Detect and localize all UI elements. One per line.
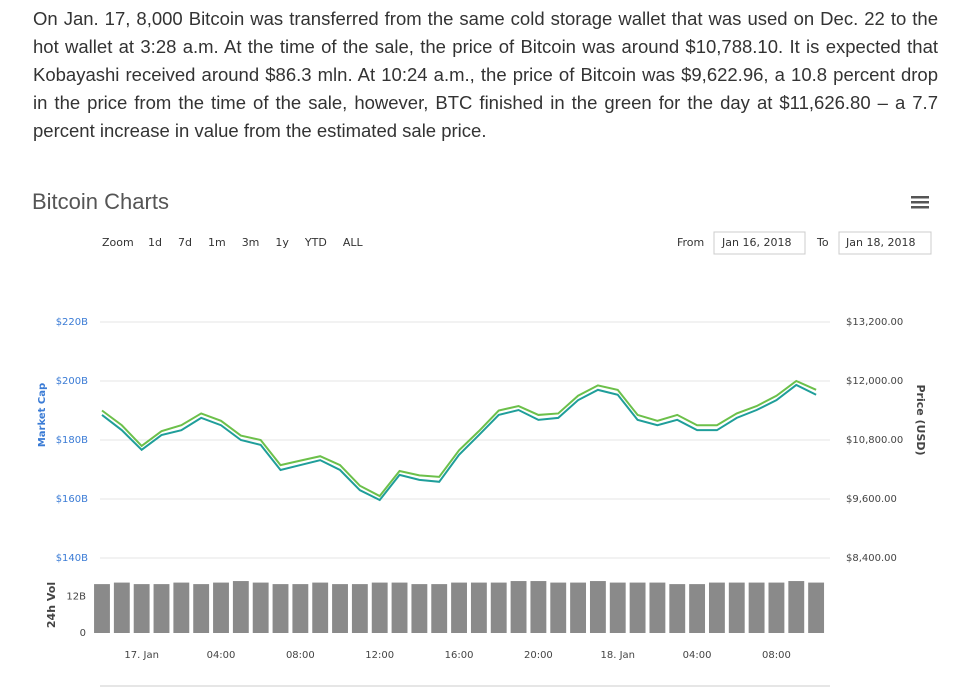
zoom-button[interactable]: 1d (148, 236, 162, 249)
x-tick-label: 20:00 (524, 650, 553, 661)
article-paragraph: On Jan. 17, 8,000 Bitcoin was transferre… (33, 8, 938, 141)
volume-bar (669, 584, 686, 633)
y-axis-title: Market Cap (37, 383, 48, 447)
volume-bar (530, 581, 547, 633)
x-tick-label: 04:00 (207, 650, 236, 661)
zoom-button[interactable]: YTD (304, 236, 327, 249)
volume-bar (213, 582, 229, 633)
volume-bar (272, 584, 289, 633)
x-tick-label: 16:00 (445, 650, 474, 661)
volume-bar (94, 584, 110, 633)
volume-axis-title: 24h Vol (45, 582, 58, 628)
series-line (101, 379, 817, 498)
y-tick-label: $180B (56, 435, 88, 446)
x-tick-label: 08:00 (762, 650, 791, 661)
to-input[interactable] (838, 231, 932, 255)
zoom-label: Zoom (102, 236, 134, 249)
y2-tick-label: $9,600.00 (846, 494, 897, 505)
from-input[interactable] (713, 231, 806, 255)
y-tick-label: $140B (56, 553, 88, 564)
chart-title: Bitcoin Charts (32, 189, 169, 214)
volume-bar (788, 581, 805, 633)
volume-bar (292, 584, 309, 633)
volume-bar (490, 582, 507, 633)
volume-bar (649, 582, 666, 633)
y-tick-label: $200B (56, 376, 88, 387)
y2-tick-label: $8,400.00 (846, 553, 897, 564)
volume-bar (232, 581, 249, 633)
zoom-button[interactable]: 7d (178, 236, 192, 249)
volume-bar (748, 582, 765, 633)
x-tick-label: 18. Jan (600, 650, 635, 661)
y2-tick-label: $12,000.00 (846, 376, 903, 387)
volume-bar (589, 581, 606, 633)
volume-tick-label: 12B (66, 591, 86, 602)
volume-bar (193, 584, 210, 633)
volume-bar (689, 584, 706, 633)
volume-bar (431, 584, 448, 633)
volume-bar (173, 582, 190, 633)
zoom-button[interactable]: 1m (208, 236, 226, 249)
x-tick-label: 08:00 (286, 650, 315, 661)
volume-bar (451, 582, 467, 633)
volume-bar (808, 582, 825, 633)
x-tick-label: 17. Jan (124, 650, 159, 661)
volume-bar (391, 582, 408, 633)
volume-bar (550, 582, 567, 633)
volume-bar (153, 584, 170, 633)
zoom-button[interactable]: ALL (343, 236, 364, 249)
volume-bar (312, 582, 329, 633)
volume-bar (133, 584, 150, 633)
to-label: To (816, 236, 829, 249)
series-line (101, 383, 817, 502)
x-tick-label: 04:00 (683, 650, 712, 661)
volume-bar (570, 582, 587, 633)
volume-bar (371, 582, 388, 633)
y2-axis-title: Price (USD) (914, 384, 927, 455)
volume-bar (113, 582, 130, 633)
to-date[interactable]: Jan 18, 2018 (845, 236, 915, 249)
volume-bar (332, 584, 348, 633)
from-date[interactable]: Jan 16, 2018 (721, 236, 791, 249)
y2-tick-label: $13,200.00 (846, 317, 903, 328)
volume-bar (609, 582, 626, 633)
y2-tick-label: $10,800.00 (846, 435, 903, 446)
volume-bar (629, 582, 646, 633)
volume-bar (728, 582, 745, 633)
volume-tick-label: 0 (80, 628, 86, 639)
menu-icon[interactable] (911, 196, 929, 209)
x-tick-label: 12:00 (365, 650, 394, 661)
y-tick-label: $220B (56, 317, 88, 328)
zoom-button[interactable]: 1y (275, 236, 289, 249)
volume-bar (351, 584, 368, 633)
volume-bar (411, 584, 428, 633)
from-label: From (677, 236, 704, 249)
volume-bar (510, 581, 527, 633)
volume-bar (252, 582, 269, 633)
zoom-button[interactable]: 3m (242, 236, 260, 249)
volume-bar (470, 582, 487, 633)
y-tick-label: $160B (56, 494, 88, 505)
volume-bar (768, 582, 785, 633)
volume-bar (708, 582, 725, 633)
